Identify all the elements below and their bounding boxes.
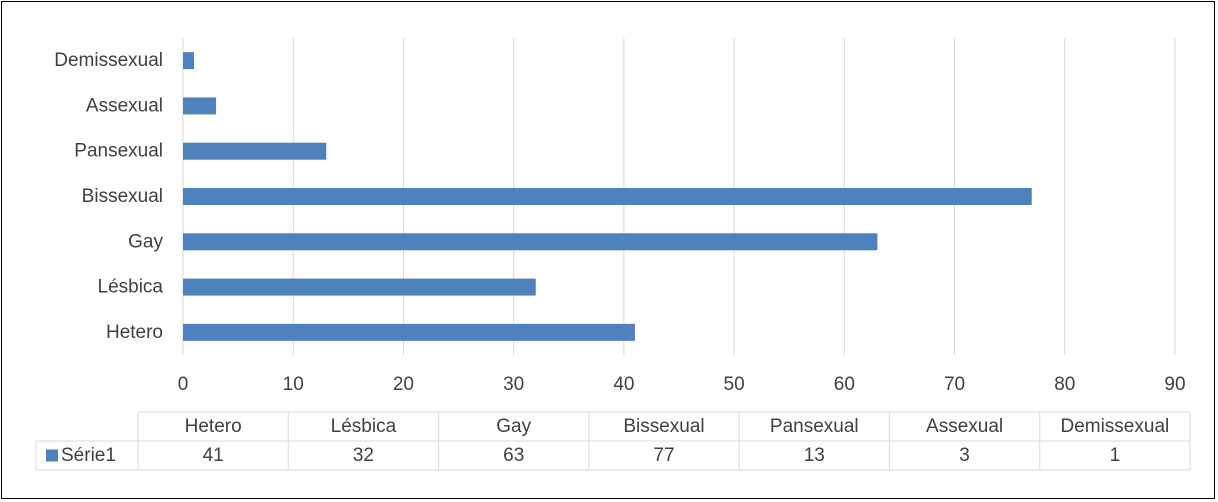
bar-bissexual — [183, 188, 1032, 205]
table-header-cell: Gay — [496, 416, 531, 437]
x-tick-label: 30 — [503, 374, 524, 395]
category-label: Pansexual — [74, 141, 163, 162]
category-label: Hetero — [106, 322, 163, 343]
x-tick-label: 90 — [1164, 374, 1185, 395]
category-label: Assexual — [86, 95, 163, 116]
table-value-cell: 1 — [1110, 445, 1121, 466]
table-header-cell: Bissexual — [623, 416, 704, 437]
bar-demissexual — [183, 52, 195, 70]
legend-swatch — [46, 449, 58, 462]
table-value-cell: 3 — [959, 445, 970, 466]
table-header-cell: Demissexual — [1060, 416, 1169, 437]
data-table: Hetero 41 Lésbica 32 Gay 63 Bissexual 77 Pansexu… — [35, 411, 1191, 471]
x-tick-label: 80 — [1054, 374, 1075, 395]
category-label: Gay — [128, 231, 163, 252]
table-header-cell: Hetero — [185, 416, 242, 437]
legend-series-name: Série1 — [61, 445, 116, 466]
bars — [183, 52, 1032, 341]
bar-lésbica — [183, 278, 536, 296]
bar-assexual — [183, 97, 217, 115]
table-header-cell: Assexual — [926, 416, 1003, 437]
category-label: Lésbica — [98, 277, 164, 298]
x-tick-label: 0 — [178, 374, 189, 395]
x-tick-label: 20 — [393, 374, 414, 395]
table-header-cell: Lésbica — [331, 416, 397, 437]
category-label: Demissexual — [54, 50, 163, 71]
category-label: Bissexual — [82, 186, 163, 207]
table-value-cell: 77 — [653, 445, 674, 466]
x-tick-label: 40 — [613, 374, 634, 395]
gridlines — [182, 38, 1176, 355]
x-tick-label: 50 — [724, 374, 745, 395]
table-value-cell: 13 — [804, 445, 825, 466]
bar-pansexual — [183, 142, 327, 160]
category-labels: Hetero Lésbica Gay Bissexual Pansexual Assexu… — [54, 50, 163, 343]
table-value-cell: 41 — [203, 445, 224, 466]
table-header-cell: Pansexual — [770, 416, 859, 437]
x-axis-tick-labels: 0 10 20 30 40 50 60 70 80 90 — [178, 374, 1186, 395]
x-tick-label: 10 — [283, 374, 304, 395]
bar-gay — [183, 233, 878, 251]
table-value-cell: 32 — [353, 445, 374, 466]
bar-hetero — [183, 323, 635, 341]
x-tick-label: 70 — [944, 374, 965, 395]
x-tick-label: 60 — [834, 374, 855, 395]
table-value-cell: 63 — [503, 445, 524, 466]
